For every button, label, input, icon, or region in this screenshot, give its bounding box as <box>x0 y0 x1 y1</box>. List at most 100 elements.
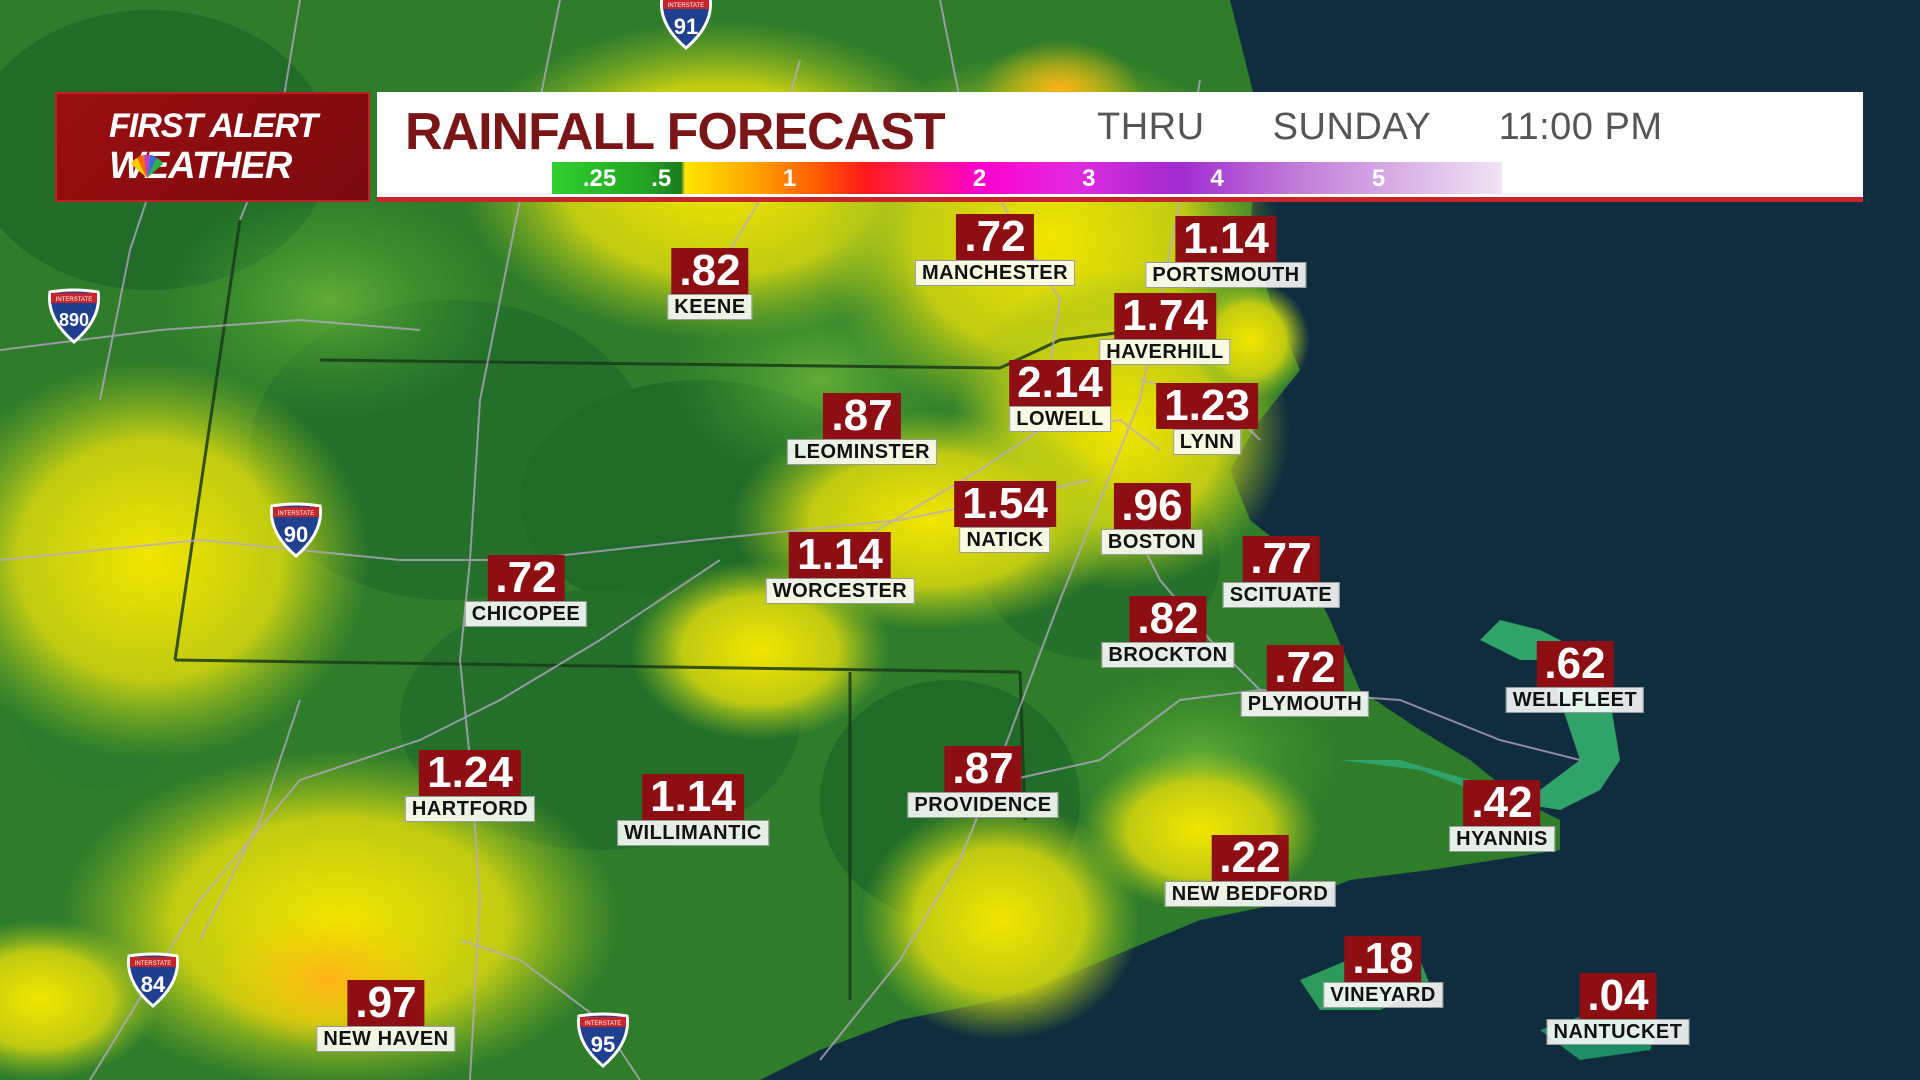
rainfall-value: .96 <box>1113 483 1191 529</box>
rainfall-value: .82 <box>671 248 749 294</box>
location-label: WELLFLEET <box>1505 687 1645 713</box>
shield-number: 84 <box>141 972 166 997</box>
rainfall-pin-hartford: 1.24 HARTFORD <box>404 750 536 822</box>
rainfall-pin-new-haven: .97 NEW HAVEN <box>316 980 456 1052</box>
interstate-95-shield: INTERSTATE 95 <box>575 1012 631 1068</box>
location-label: VINEYARD <box>1323 982 1443 1008</box>
scale-label: 3 <box>1082 165 1096 192</box>
location-label: HYANNIS <box>1449 826 1555 852</box>
scale-label: .5 <box>651 165 672 192</box>
rainfall-pin-leominster: .87 LEOMINSTER <box>786 393 938 465</box>
rainfall-pin-lowell: 2.14 LOWELL <box>1009 360 1111 432</box>
rainfall-value: .22 <box>1211 835 1289 881</box>
location-label: LOWELL <box>1009 406 1111 432</box>
rainfall-value: .87 <box>823 393 901 439</box>
rainfall-value: .18 <box>1344 936 1422 982</box>
location-label: NATICK <box>959 527 1051 553</box>
rainfall-value: .42 <box>1463 780 1541 826</box>
rainfall-pin-manchester: .72 MANCHESTER <box>914 214 1076 286</box>
rainfall-value: .72 <box>956 214 1034 260</box>
interstate-84-shield: INTERSTATE 84 <box>125 952 181 1008</box>
rainfall-pin-new-bedford: .22 NEW BEDFORD <box>1164 835 1336 907</box>
shield-number: 95 <box>591 1032 615 1057</box>
shield-number: 890 <box>59 310 89 330</box>
rainfall-pin-haverhill: 1.74 HAVERHILL <box>1099 293 1231 365</box>
rainfall-value: .04 <box>1579 973 1657 1019</box>
rainfall-pin-scituate: .77 SCITUATE <box>1222 536 1340 608</box>
shield-number: 91 <box>674 14 698 39</box>
first-alert-weather-logo: FIRST ALERT WEATHER <box>55 92 370 202</box>
scale-label: 4 <box>1210 165 1224 192</box>
location-label: HAVERHILL <box>1099 339 1231 365</box>
location-label: PORTSMOUTH <box>1145 262 1307 288</box>
rainfall-pin-natick: 1.54 NATICK <box>954 481 1056 553</box>
rainfall-value: 1.14 <box>1175 216 1277 262</box>
location-label: KEENE <box>667 294 753 320</box>
rainfall-pin-hyannis: .42 HYANNIS <box>1449 780 1555 852</box>
rainfall-value: 2.14 <box>1009 360 1111 406</box>
interstate-90-shield: INTERSTATE 90 <box>268 502 324 558</box>
location-label: WILLIMANTIC <box>617 820 769 846</box>
location-label: MANCHESTER <box>914 260 1076 286</box>
location-label: LEOMINSTER <box>786 439 938 465</box>
shield-label: INTERSTATE <box>56 297 92 303</box>
time-label: 11:00 PM <box>1498 106 1663 148</box>
rainfall-value: .87 <box>944 746 1022 792</box>
rainfall-value: 1.14 <box>789 532 891 578</box>
rainfall-pin-worcester: 1.14 WORCESTER <box>765 532 915 604</box>
shield-label: INTERSTATE <box>585 1021 621 1027</box>
rainfall-value: .82 <box>1129 596 1207 642</box>
rainfall-pin-vineyard: .18 VINEYARD <box>1323 936 1443 1008</box>
location-label: LYNN <box>1172 429 1242 455</box>
scale-label: 5 <box>1371 165 1386 192</box>
rainfall-pin-chicopee: .72 CHICOPEE <box>464 555 588 627</box>
rainfall-value: 1.14 <box>642 774 744 820</box>
rainfall-value: 1.23 <box>1156 383 1258 429</box>
scale-label: 2 <box>972 165 987 192</box>
rainfall-value: 1.24 <box>419 750 521 796</box>
rainfall-pin-brockton: .82 BROCKTON <box>1101 596 1235 668</box>
rainfall-pin-portsmouth: 1.14 PORTSMOUTH <box>1145 216 1307 288</box>
rainfall-pin-plymouth: .72 PLYMOUTH <box>1240 645 1370 717</box>
location-label: PLYMOUTH <box>1240 691 1370 717</box>
location-label: NEW BEDFORD <box>1164 881 1336 907</box>
peacock-icon <box>131 154 163 178</box>
thru-label: THRU <box>1097 106 1205 148</box>
rainfall-pin-nantucket: .04 NANTUCKET <box>1546 973 1690 1045</box>
rainfall-value: 1.54 <box>954 481 1056 527</box>
rainfall-pin-providence: .87 PROVIDENCE <box>907 746 1059 818</box>
logo-line-first-alert: FIRST ALERT <box>109 107 318 145</box>
location-label: BOSTON <box>1100 529 1204 555</box>
title-panel: RAINFALL FORECAST THRU SUNDAY 11:00 PM .… <box>377 92 1863 202</box>
scale-label: 1 <box>782 165 797 192</box>
rainfall-value: .62 <box>1536 641 1614 687</box>
location-label: NEW HAVEN <box>316 1026 456 1052</box>
location-label: HARTFORD <box>404 796 536 822</box>
interstate-91-shield: INTERSTATE 91 <box>658 0 714 50</box>
shield-label: INTERSTATE <box>135 961 171 967</box>
rainfall-color-scale: .25 .5 1 2 3 4 5 <box>552 162 1502 194</box>
rainfall-value: .77 <box>1242 536 1320 582</box>
page-title: RAINFALL FORECAST <box>405 103 946 161</box>
location-label: CHICOPEE <box>464 601 588 627</box>
location-label: SCITUATE <box>1222 582 1340 608</box>
scale-label: .25 <box>582 165 617 192</box>
rainfall-value: .97 <box>347 980 425 1026</box>
rainfall-pin-lynn: 1.23 LYNN <box>1156 383 1258 455</box>
rainfall-value: .72 <box>487 555 565 601</box>
rainfall-pin-willimantic: 1.14 WILLIMANTIC <box>617 774 769 846</box>
rainfall-value: 1.74 <box>1114 293 1216 339</box>
day-label: SUNDAY <box>1272 106 1431 148</box>
rainfall-value: .72 <box>1266 645 1344 691</box>
location-label: PROVIDENCE <box>907 792 1059 818</box>
shield-number: 90 <box>284 522 308 547</box>
interstate-890-shield: INTERSTATE 890 <box>46 288 102 344</box>
shield-label: INTERSTATE <box>278 511 314 517</box>
shield-label: INTERSTATE <box>668 3 704 9</box>
forecast-period: THRU SUNDAY 11:00 PM <box>1097 106 1663 149</box>
location-label: NANTUCKET <box>1546 1019 1690 1045</box>
rainfall-pin-wellfleet: .62 WELLFLEET <box>1505 641 1645 713</box>
location-label: BROCKTON <box>1101 642 1235 668</box>
rainfall-pin-boston: .96 BOSTON <box>1100 483 1204 555</box>
rainfall-pin-keene: .82 KEENE <box>667 248 753 320</box>
